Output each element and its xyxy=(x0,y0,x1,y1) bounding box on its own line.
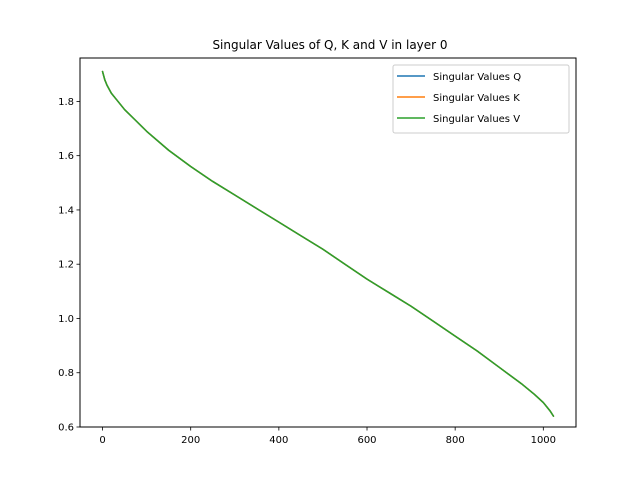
y-tick-label: 1.4 xyxy=(58,205,74,216)
y-tick-label: 1.6 xyxy=(58,151,74,162)
x-tick-label: 400 xyxy=(269,435,288,446)
legend-box xyxy=(392,64,570,134)
chart-title: Singular Values of Q, K and V in layer 0 xyxy=(212,38,447,52)
y-tick-label: 0.6 xyxy=(58,423,74,434)
x-tick-label: 0 xyxy=(99,435,105,446)
y-tick-label: 0.8 xyxy=(58,368,74,379)
plot-area-frame xyxy=(79,57,577,428)
x-axis: 0 200 400 600 800 1000 xyxy=(99,427,556,446)
y-tick-label: 1.0 xyxy=(58,314,74,325)
legend-label-2: Singular Values V xyxy=(433,114,520,125)
x-tick-label: 1000 xyxy=(531,435,556,446)
x-tick-label: 800 xyxy=(446,435,465,446)
y-tick-label: 1.2 xyxy=(58,260,74,271)
series-line-2 xyxy=(101,70,555,417)
y-tick-label: 1.8 xyxy=(58,97,74,108)
x-tick-label: 200 xyxy=(181,435,200,446)
series-layer xyxy=(101,70,555,417)
legend-label-0: Singular Values Q xyxy=(433,72,521,83)
y-axis: 0.6 0.8 1.0 1.2 1.4 1.6 1.8 xyxy=(58,97,80,434)
x-tick-label: 600 xyxy=(357,435,376,446)
legend-label-1: Singular Values K xyxy=(433,93,520,104)
legend: Singular Values Q Singular Values K Sing… xyxy=(392,64,570,134)
